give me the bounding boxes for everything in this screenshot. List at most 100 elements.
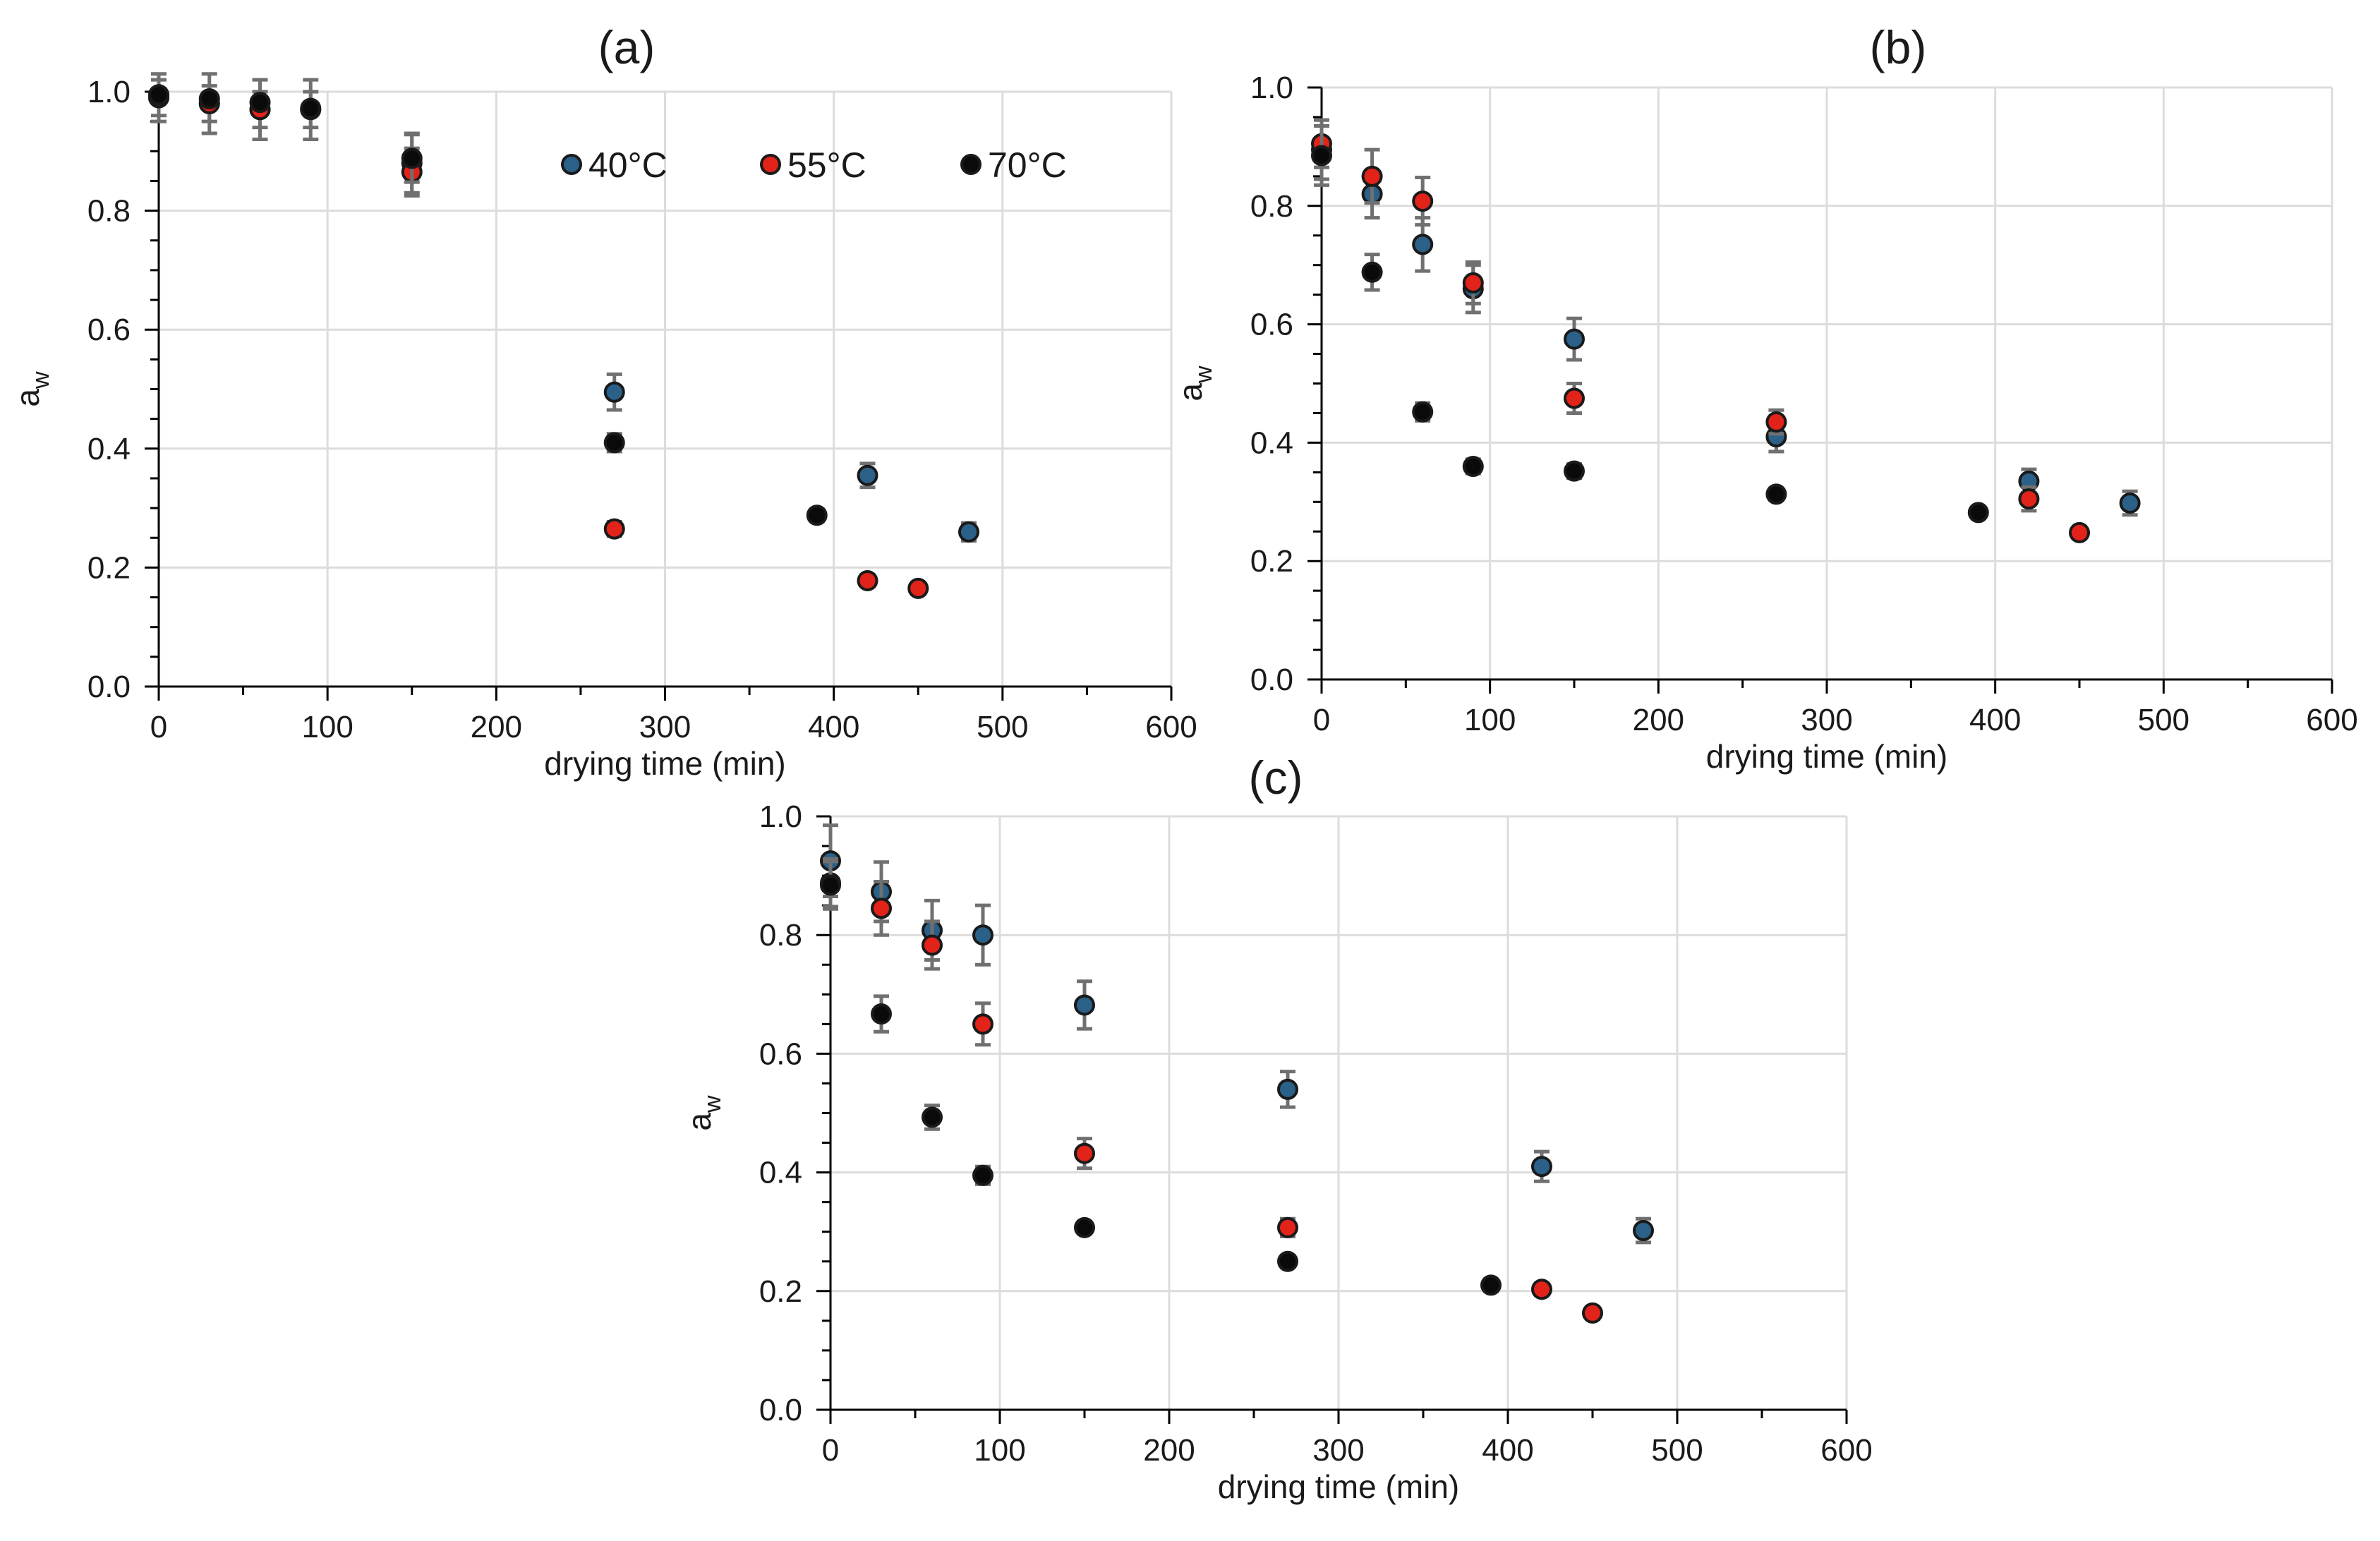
x-tick-label: 200 xyxy=(1143,1433,1195,1468)
data-point xyxy=(972,924,993,946)
x-tick-label: 0 xyxy=(1313,703,1330,737)
data-point xyxy=(922,1106,943,1128)
data-point xyxy=(1564,328,1585,350)
y-tick-label: 0.0 xyxy=(759,1393,802,1427)
y-tick-label: 1.0 xyxy=(759,799,802,834)
y-tick-label: 0.4 xyxy=(1250,425,1293,460)
y-axis-title-subscript: w xyxy=(1190,365,1217,384)
data-point xyxy=(1074,1216,1095,1238)
x-axis-title: drying time (min) xyxy=(1706,738,1948,775)
x-tick-label: 500 xyxy=(977,710,1028,744)
y-tick-label: 0.6 xyxy=(759,1037,802,1071)
data-point xyxy=(603,381,625,403)
x-tick-label: 300 xyxy=(639,710,691,744)
data-point xyxy=(148,84,169,106)
data-point xyxy=(2119,492,2141,514)
x-tick-label: 400 xyxy=(1482,1433,1533,1468)
legend-marker xyxy=(760,154,781,175)
x-axis-title: drying time (min) xyxy=(1218,1468,1460,1505)
y-axis-title-subscript: w xyxy=(699,1095,726,1113)
data-point xyxy=(1480,1274,1502,1296)
x-tick-label: 100 xyxy=(1464,703,1516,737)
y-tick-label: 0.4 xyxy=(87,432,131,466)
legend-item: 40°C xyxy=(561,145,668,185)
x-tick-label: 600 xyxy=(1820,1433,1872,1468)
data-point xyxy=(1462,272,1484,294)
x-tick-label: 200 xyxy=(471,710,522,744)
y-tick-label: 0.8 xyxy=(87,194,131,229)
data-point xyxy=(1311,145,1332,167)
data-point xyxy=(198,88,220,110)
data-point xyxy=(922,934,943,956)
x-tick-label: 100 xyxy=(301,710,353,744)
x-tick-label: 300 xyxy=(1312,1433,1364,1468)
x-tick-label: 500 xyxy=(1651,1433,1703,1468)
data-point xyxy=(300,97,322,119)
legend-item: 55°C xyxy=(760,145,866,185)
data-point xyxy=(1765,411,1787,433)
x-tick-label: 500 xyxy=(2138,703,2189,737)
x-axis-title: drying time (min) xyxy=(544,745,786,782)
data-point xyxy=(857,464,878,486)
y-tick-label: 0.6 xyxy=(1250,308,1293,342)
data-point xyxy=(806,504,828,526)
data-point xyxy=(857,569,878,591)
y-tick-label: 0.0 xyxy=(1250,663,1293,697)
legend: 40°C 55°C 70°C xyxy=(561,145,1067,185)
panel-title: (b) xyxy=(1870,21,1927,73)
data-point xyxy=(603,432,625,454)
data-point xyxy=(249,92,271,114)
panel-c: 0 100 200 300 400 500 600 0.0 0.2 0.4 0.6 0.8 1.0 dry… xyxy=(681,751,1873,1505)
data-point xyxy=(820,874,841,896)
y-tick-label: 0.2 xyxy=(87,550,131,585)
y-tick-label: 0.2 xyxy=(1250,544,1293,579)
data-point xyxy=(1967,502,1989,524)
data-point xyxy=(1531,1156,1552,1178)
y-axis-title-subscript: w xyxy=(28,371,54,389)
y-tick-label: 0.8 xyxy=(759,918,802,953)
y-tick-label: 0.4 xyxy=(759,1156,802,1190)
data-point xyxy=(1361,165,1383,187)
legend-label: 40°C xyxy=(588,145,668,185)
data-point xyxy=(871,1003,892,1025)
legend-item: 70°C xyxy=(960,145,1067,185)
data-point xyxy=(1277,1216,1298,1238)
data-point xyxy=(1765,483,1787,505)
data-point xyxy=(1582,1302,1603,1324)
data-point xyxy=(401,147,423,169)
data-point xyxy=(1633,1220,1654,1242)
panel-title: (c) xyxy=(1249,751,1303,804)
data-point xyxy=(1277,1078,1298,1100)
y-tick-label: 0.8 xyxy=(1250,189,1293,224)
data-point xyxy=(972,1013,993,1035)
y-tick-label: 1.0 xyxy=(87,75,131,109)
data-point xyxy=(907,577,929,599)
x-tick-label: 0 xyxy=(150,710,167,744)
data-point xyxy=(2069,521,2090,543)
legend-marker xyxy=(960,154,981,175)
x-tick-label: 300 xyxy=(1801,703,1852,737)
y-tick-label: 0.2 xyxy=(759,1274,802,1309)
panel-b: 0 100 200 300 400 500 600 0.0 0.2 0.4 0.6 0.8 1.0 dry… xyxy=(1172,21,2358,775)
panel-a: 0 100 200 300 400 500 600 0.0 0.2 0.4 0.6 0.8 1.0 dry… xyxy=(9,21,1197,782)
x-tick-label: 100 xyxy=(974,1433,1025,1468)
y-tick-label: 0.6 xyxy=(87,313,131,347)
data-point xyxy=(1412,401,1434,423)
series-70°C xyxy=(148,84,828,526)
series-70°C xyxy=(1311,124,1989,524)
data-point xyxy=(958,521,979,543)
data-point xyxy=(1531,1279,1552,1300)
x-tick-label: 400 xyxy=(808,710,859,744)
legend-label: 55°C xyxy=(787,145,866,185)
x-tick-label: 600 xyxy=(2306,703,2357,737)
data-point xyxy=(603,518,625,540)
panel-title: (a) xyxy=(598,21,656,73)
data-point xyxy=(972,1164,993,1186)
data-point xyxy=(1564,387,1585,409)
data-point xyxy=(1277,1250,1298,1272)
data-point xyxy=(871,898,892,919)
y-tick-label: 0.0 xyxy=(87,670,131,704)
legend-label: 70°C xyxy=(988,145,1067,185)
data-point xyxy=(1361,261,1383,283)
